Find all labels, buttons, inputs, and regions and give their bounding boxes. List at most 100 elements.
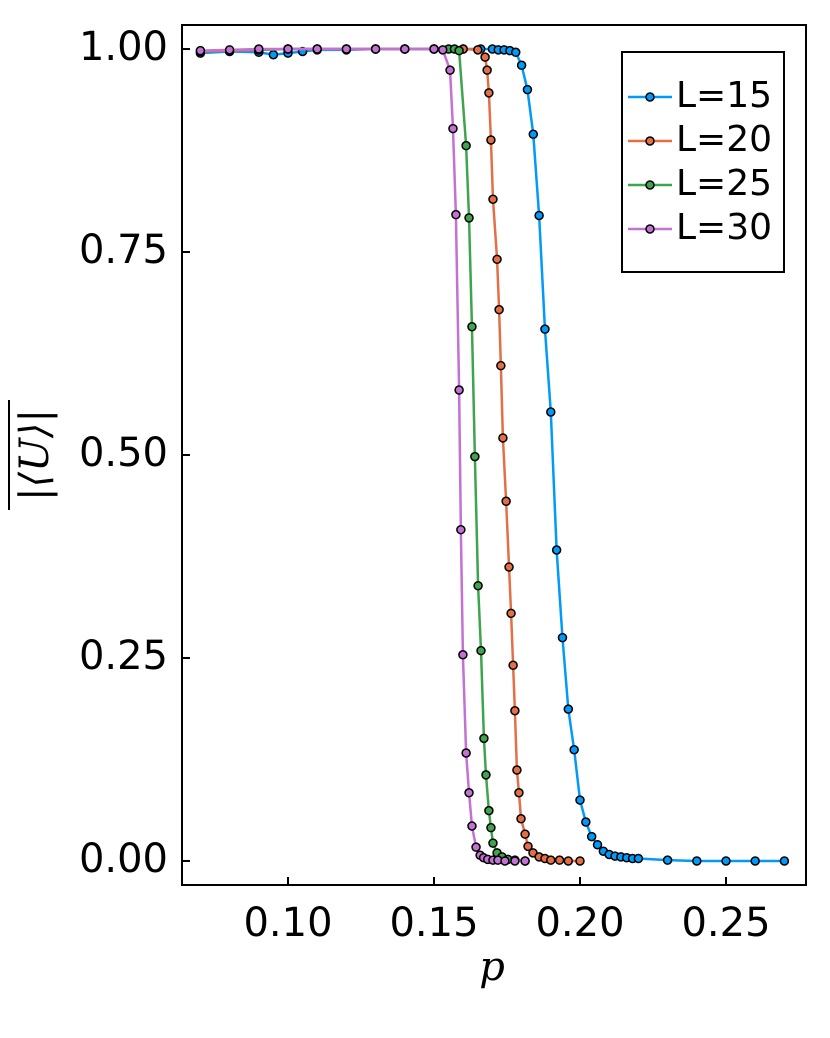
data-point (492, 254, 502, 265)
data-point (484, 805, 494, 816)
data-point (481, 770, 491, 780)
legend-label: L=20 (676, 119, 772, 160)
data-point (522, 84, 533, 95)
data-point (662, 855, 673, 865)
data-point (486, 135, 496, 145)
data-point (370, 44, 381, 54)
legend-marker (645, 224, 655, 234)
data-point (508, 660, 518, 671)
data-point (501, 496, 511, 507)
data-point (575, 856, 585, 866)
y-axis-label: |⟨U⟩| (12, 409, 58, 501)
data-point (510, 856, 520, 866)
data-point (461, 140, 471, 151)
data-point (506, 608, 516, 619)
x-tick-label: 0.20 (535, 900, 624, 946)
data-point (482, 65, 492, 75)
data-point (554, 855, 565, 865)
data-point (551, 545, 562, 555)
data-point (546, 407, 556, 417)
data-point (451, 209, 461, 220)
data-point (540, 324, 550, 334)
legend-label: L=25 (676, 163, 772, 204)
data-point (456, 524, 466, 535)
data-point (473, 45, 483, 55)
data-point (498, 433, 508, 443)
data-point (400, 44, 410, 54)
data-point (254, 44, 264, 54)
data-point (511, 47, 521, 58)
data-point (514, 788, 524, 798)
data-point (512, 765, 522, 775)
data-point (569, 744, 579, 755)
series-line (200, 47, 580, 863)
data-point (586, 831, 597, 842)
data-point (516, 813, 526, 824)
data-point (467, 821, 477, 831)
legend-marker (645, 180, 655, 190)
data-point (458, 649, 468, 660)
data-point (283, 44, 293, 54)
data-point (750, 856, 760, 866)
y-tick-label: 0.75 (79, 227, 168, 273)
data-point (464, 788, 474, 798)
data-point (224, 45, 235, 55)
data-point (721, 856, 731, 866)
y-tick-label: 0.25 (79, 633, 168, 679)
data-point (692, 856, 702, 866)
x-tick-label: 0.10 (243, 900, 332, 946)
data-point (467, 321, 477, 332)
legend-box (621, 51, 785, 273)
data-point (476, 645, 486, 656)
data-point (454, 385, 464, 395)
data-point (484, 88, 494, 98)
data-point (470, 451, 480, 462)
data-point (448, 123, 458, 134)
y-tick-label: 0.00 (79, 836, 168, 882)
data-point (528, 129, 539, 140)
data-point (473, 580, 483, 591)
data-point (429, 44, 439, 54)
data-point (445, 65, 455, 75)
data-point (592, 839, 603, 850)
data-point (500, 856, 510, 866)
x-tick-label: 0.25 (681, 900, 770, 946)
data-point (563, 704, 574, 714)
data-point (464, 213, 474, 223)
data-point (633, 853, 644, 864)
data-point (479, 733, 489, 744)
data-point (523, 841, 533, 852)
data-point (488, 838, 498, 848)
x-axis-label: p (479, 944, 505, 990)
data-point (471, 842, 481, 852)
data-point (312, 44, 322, 54)
data-point (581, 817, 591, 827)
data-point (480, 52, 490, 62)
data-point (504, 562, 514, 572)
data-point (546, 855, 556, 865)
legend-label: L=30 (676, 207, 772, 248)
legend: L=15L=20L=25L=30 (621, 51, 785, 273)
data-point (486, 822, 496, 833)
data-point (575, 795, 585, 805)
data-point (496, 360, 506, 371)
data-point (494, 304, 504, 315)
data-point (563, 856, 574, 866)
data-point (779, 856, 790, 866)
data-point (461, 748, 471, 758)
data-point (520, 829, 530, 839)
data-point (438, 45, 448, 55)
data-point (520, 856, 530, 866)
data-point (454, 45, 464, 56)
legend-marker (645, 92, 655, 102)
legend-label: L=15 (676, 75, 772, 116)
legend-marker (645, 136, 655, 146)
data-point (488, 194, 498, 204)
y-tick-label: 1.00 (79, 24, 168, 70)
data-point (557, 632, 568, 643)
data-point (516, 60, 527, 71)
y-tick-label: 0.50 (79, 430, 168, 476)
data-point (268, 49, 279, 60)
data-point (534, 210, 544, 221)
